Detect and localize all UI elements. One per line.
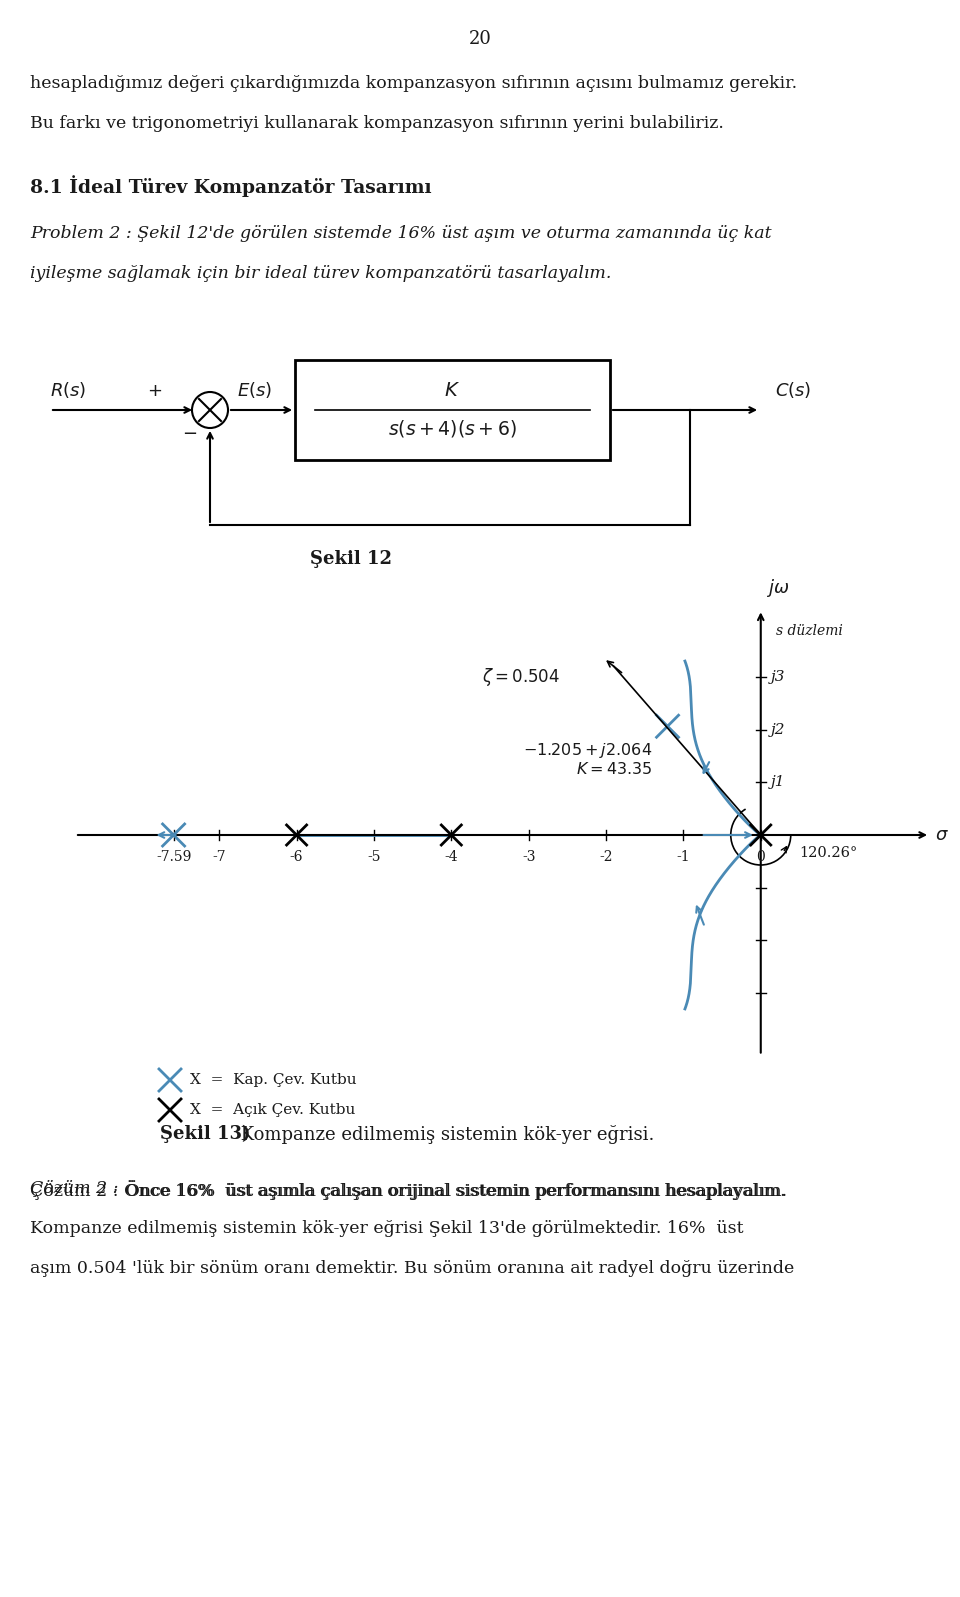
Text: j3: j3 xyxy=(771,669,785,684)
Text: -6: -6 xyxy=(290,850,303,864)
Text: iyileşme sağlamak için bir ideal türev kompanzatörü tasarlayalım.: iyileşme sağlamak için bir ideal türev k… xyxy=(30,265,612,283)
Text: Şekil 13): Şekil 13) xyxy=(160,1124,251,1143)
Text: -7: -7 xyxy=(212,850,226,864)
Text: $-1.205 + j2.064$: $-1.205 + j2.064$ xyxy=(523,741,653,760)
Text: hesapladığımız değeri çıkardığımızda kompanzasyon sıfırının açısını bulmamız ger: hesapladığımız değeri çıkardığımızda kom… xyxy=(30,75,797,93)
Text: -5: -5 xyxy=(368,850,381,864)
Text: Bu farkı ve trigonometriyi kullanarak kompanzasyon sıfırının yerini bulabiliriz.: Bu farkı ve trigonometriyi kullanarak ko… xyxy=(30,115,724,133)
Text: 20: 20 xyxy=(468,30,492,48)
Text: Kompanze edilmemiş sistemin kök-yer eğrisi Şekil 13'de görülmektedir. 16%  üst: Kompanze edilmemiş sistemin kök-yer eğri… xyxy=(30,1220,743,1238)
Text: Şekil 12: Şekil 12 xyxy=(310,549,392,569)
Text: -4: -4 xyxy=(444,850,458,864)
Text: $K$: $K$ xyxy=(444,382,461,399)
Bar xyxy=(295,359,610,460)
Text: j2: j2 xyxy=(771,722,785,736)
Text: -2: -2 xyxy=(599,850,612,864)
Text: Problem 2 : Şekil 12'de görülen sistemde 16% üst aşım ve oturma zamanında üç kat: Problem 2 : Şekil 12'de görülen sistemde… xyxy=(30,225,772,243)
Text: Kompanze edilmemiş sistemin kök-yer eğrisi.: Kompanze edilmemiş sistemin kök-yer eğri… xyxy=(235,1124,655,1143)
Text: aşım 0.504 'lük bir sönüm oranı demektir. Bu sönüm oranına ait radyel doğru üzer: aşım 0.504 'lük bir sönüm oranı demektir… xyxy=(30,1260,794,1278)
Text: +: + xyxy=(148,382,162,399)
Text: 0: 0 xyxy=(756,850,765,864)
Text: X  =  Kap. Çev. Kutbu: X = Kap. Çev. Kutbu xyxy=(190,1073,356,1088)
Text: $C(s)$: $C(s)$ xyxy=(775,380,811,399)
Text: $K = 43.35$: $K = 43.35$ xyxy=(576,762,653,778)
Text: −: − xyxy=(182,425,198,442)
Text: $E(s)$: $E(s)$ xyxy=(237,380,273,399)
Text: Çözüm 2 :: Çözüm 2 : xyxy=(30,1180,118,1198)
Text: 120.26°: 120.26° xyxy=(799,846,857,861)
Text: $j\omega$: $j\omega$ xyxy=(766,578,789,599)
Text: $R(s)$: $R(s)$ xyxy=(50,380,86,399)
Text: $\zeta = 0.504$: $\zeta = 0.504$ xyxy=(483,666,561,688)
Text: j1: j1 xyxy=(771,775,785,789)
Text: $s(s+4)(s+6)$: $s(s+4)(s+6)$ xyxy=(388,418,516,439)
Text: -1: -1 xyxy=(677,850,690,864)
Text: $\sigma$: $\sigma$ xyxy=(935,826,948,843)
Text: Önce 16%  üst aşımla çalışan orijinal sistemin performansını hesaplayalım.: Önce 16% üst aşımla çalışan orijinal sis… xyxy=(120,1180,787,1199)
Text: Çözüm 2 : Önce 16%  üst aşımla çalışan orijinal sistemin performansını hesaplaya: Çözüm 2 : Önce 16% üst aşımla çalışan or… xyxy=(30,1180,785,1199)
Text: s düzlemi: s düzlemi xyxy=(776,624,843,639)
Text: -7.59: -7.59 xyxy=(156,850,191,864)
Text: -3: -3 xyxy=(522,850,536,864)
Text: X  =  Açık Çev. Kutbu: X = Açık Çev. Kutbu xyxy=(190,1104,355,1116)
Text: 8.1 İdeal Türev Kompanzatör Tasarımı: 8.1 İdeal Türev Kompanzatör Tasarımı xyxy=(30,176,432,196)
